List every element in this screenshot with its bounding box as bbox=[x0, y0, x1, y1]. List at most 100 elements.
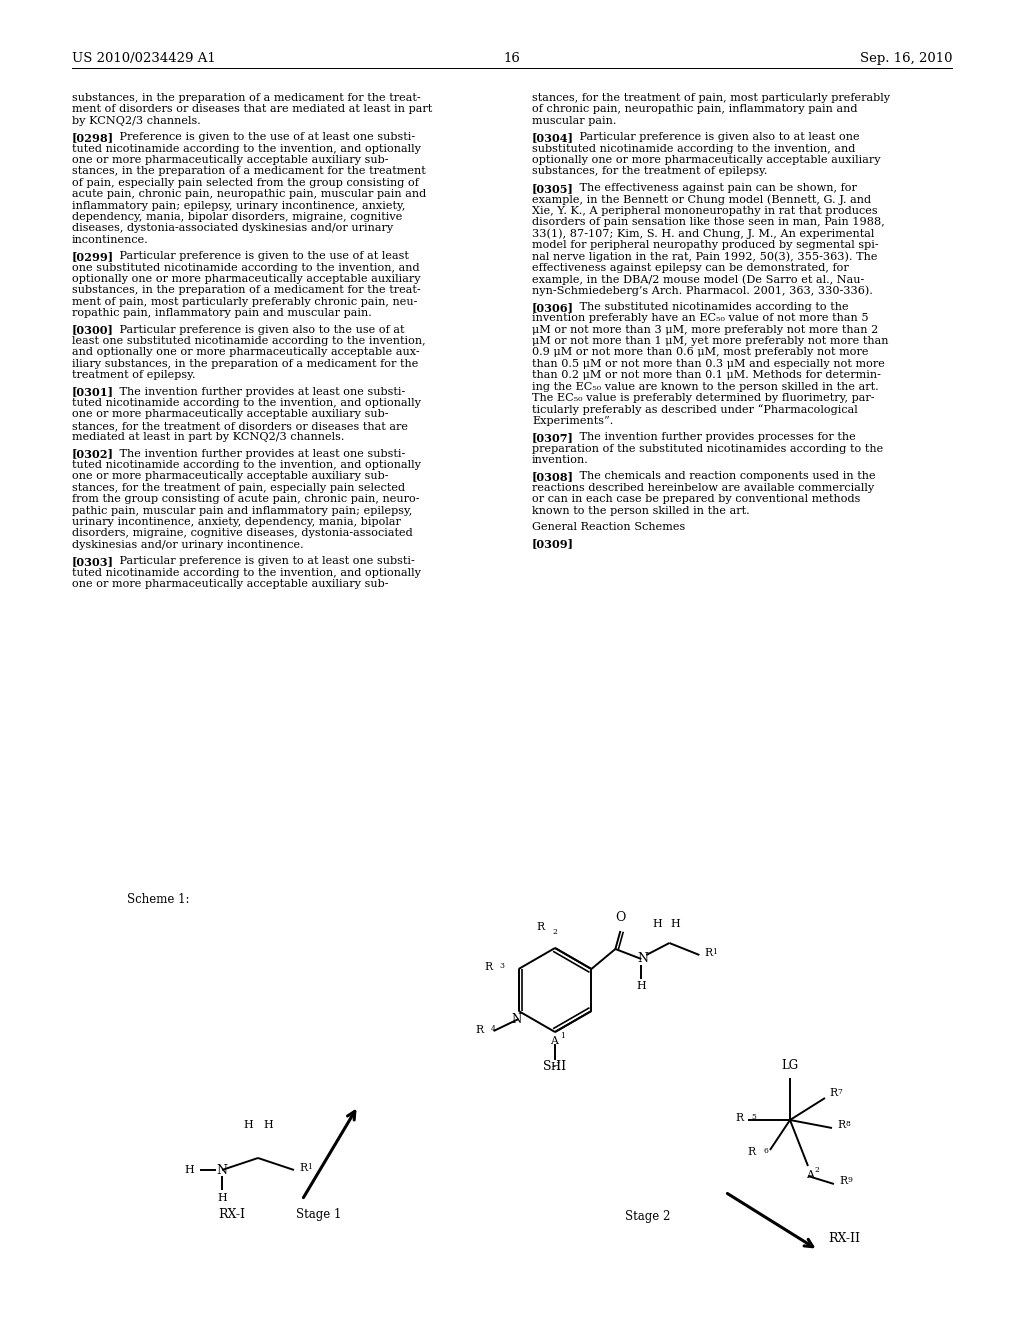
Text: US 2010/0234429 A1: US 2010/0234429 A1 bbox=[72, 51, 216, 65]
Text: 33(1), 87-107; Kim, S. H. and Chung, J. M., An experimental: 33(1), 87-107; Kim, S. H. and Chung, J. … bbox=[532, 228, 874, 239]
Text: Stage 1: Stage 1 bbox=[296, 1208, 341, 1221]
Text: from the group consisting of acute pain, chronic pain, neuro-: from the group consisting of acute pain,… bbox=[72, 494, 420, 504]
Text: [0309]: [0309] bbox=[532, 539, 574, 549]
Text: [0302]: [0302] bbox=[72, 449, 114, 459]
Text: one or more pharmaceutically acceptable auxiliary sub-: one or more pharmaceutically acceptable … bbox=[72, 579, 388, 589]
Text: stances, for the treatment of disorders or diseases that are: stances, for the treatment of disorders … bbox=[72, 421, 408, 430]
Text: preparation of the substituted nicotinamides according to the: preparation of the substituted nicotinam… bbox=[532, 444, 884, 454]
Text: substances, in the preparation of a medicament for the treat-: substances, in the preparation of a medi… bbox=[72, 92, 421, 103]
Text: mediated at least in part by KCNQ2/3 channels.: mediated at least in part by KCNQ2/3 cha… bbox=[72, 432, 344, 442]
Text: R: R bbox=[537, 921, 545, 932]
Text: tuted nicotinamide according to the invention, and optionally: tuted nicotinamide according to the inve… bbox=[72, 144, 421, 153]
Text: The chemicals and reaction components used in the: The chemicals and reaction components us… bbox=[565, 471, 876, 482]
Text: ment of disorders or diseases that are mediated at least in part: ment of disorders or diseases that are m… bbox=[72, 104, 432, 115]
Text: R: R bbox=[837, 1119, 845, 1130]
Text: invention preferably have an EC₅₀ value of not more than 5: invention preferably have an EC₅₀ value … bbox=[532, 313, 868, 323]
Text: Experiments”.: Experiments”. bbox=[532, 416, 613, 426]
Text: R: R bbox=[484, 962, 493, 972]
Text: H: H bbox=[652, 919, 663, 929]
Text: H: H bbox=[637, 981, 646, 991]
Text: nal nerve ligation in the rat, Pain 1992, 50(3), 355-363). The: nal nerve ligation in the rat, Pain 1992… bbox=[532, 251, 878, 261]
Text: H: H bbox=[184, 1166, 194, 1175]
Text: 16: 16 bbox=[504, 51, 520, 65]
Text: [0306]: [0306] bbox=[532, 302, 574, 313]
Text: R: R bbox=[839, 1176, 847, 1185]
Text: stances, for the treatment of pain, especially pain selected: stances, for the treatment of pain, espe… bbox=[72, 483, 406, 492]
Text: H: H bbox=[217, 1193, 227, 1203]
Text: 1: 1 bbox=[560, 1032, 565, 1040]
Text: reactions described hereinbelow are available commercially: reactions described hereinbelow are avai… bbox=[532, 483, 874, 492]
Text: [0300]: [0300] bbox=[72, 325, 114, 335]
Text: 8: 8 bbox=[845, 1119, 850, 1129]
Text: or can in each case be prepared by conventional methods: or can in each case be prepared by conve… bbox=[532, 494, 860, 504]
Text: 0.9 μM or not more than 0.6 μM, most preferably not more: 0.9 μM or not more than 0.6 μM, most pre… bbox=[532, 347, 868, 358]
Text: Preference is given to the use of at least one substi-: Preference is given to the use of at lea… bbox=[105, 132, 416, 143]
Text: optionally one or more pharmaceutically acceptable auxiliary: optionally one or more pharmaceutically … bbox=[532, 154, 881, 165]
Text: treatment of epilepsy.: treatment of epilepsy. bbox=[72, 370, 196, 380]
Text: of pain, especially pain selected from the group consisting of: of pain, especially pain selected from t… bbox=[72, 178, 419, 187]
Text: [0298]: [0298] bbox=[72, 132, 114, 143]
Text: R: R bbox=[475, 1026, 483, 1035]
Text: RX-I: RX-I bbox=[218, 1208, 245, 1221]
Text: optionally one or more pharmaceutically acceptable auxiliary: optionally one or more pharmaceutically … bbox=[72, 275, 421, 284]
Text: by KCNQ2/3 channels.: by KCNQ2/3 channels. bbox=[72, 116, 201, 125]
Text: stances, in the preparation of a medicament for the treatment: stances, in the preparation of a medicam… bbox=[72, 166, 426, 177]
Text: tuted nicotinamide according to the invention, and optionally: tuted nicotinamide according to the inve… bbox=[72, 568, 421, 578]
Text: The invention further provides processes for the: The invention further provides processes… bbox=[565, 432, 856, 442]
Text: Scheme 1:: Scheme 1: bbox=[127, 894, 189, 906]
Text: The invention further provides at least one substi-: The invention further provides at least … bbox=[105, 449, 406, 458]
Text: Particular preference is given also to at least one: Particular preference is given also to a… bbox=[565, 132, 860, 143]
Text: 6: 6 bbox=[763, 1147, 768, 1155]
Text: [0299]: [0299] bbox=[72, 251, 114, 263]
Text: than 0.5 μM or not more than 0.3 μM and especially not more: than 0.5 μM or not more than 0.3 μM and … bbox=[532, 359, 885, 368]
Text: dyskinesias and/or urinary incontinence.: dyskinesias and/or urinary incontinence. bbox=[72, 540, 304, 550]
Text: stances, for the treatment of pain, most particularly preferably: stances, for the treatment of pain, most… bbox=[532, 92, 890, 103]
Text: substances, for the treatment of epilepsy.: substances, for the treatment of epileps… bbox=[532, 166, 767, 177]
Text: one or more pharmaceutically acceptable auxiliary sub-: one or more pharmaceutically acceptable … bbox=[72, 471, 388, 482]
Text: 2: 2 bbox=[814, 1166, 819, 1173]
Text: urinary incontinence, anxiety, dependency, mania, bipolar: urinary incontinence, anxiety, dependenc… bbox=[72, 517, 400, 527]
Text: R: R bbox=[736, 1113, 744, 1123]
Text: Xie, Y. K., A peripheral mononeuropathy in rat that produces: Xie, Y. K., A peripheral mononeuropathy … bbox=[532, 206, 878, 215]
Text: dependency, mania, bipolar disorders, migraine, cognitive: dependency, mania, bipolar disorders, mi… bbox=[72, 213, 402, 222]
Text: H: H bbox=[550, 1063, 560, 1072]
Text: pathic pain, muscular pain and inflammatory pain; epilepsy,: pathic pain, muscular pain and inflammat… bbox=[72, 506, 413, 516]
Text: ing the EC₅₀ value are known to the person skilled in the art.: ing the EC₅₀ value are known to the pers… bbox=[532, 381, 879, 392]
Text: substances, in the preparation of a medicament for the treat-: substances, in the preparation of a medi… bbox=[72, 285, 421, 296]
Text: Particular preference is given also to the use of at: Particular preference is given also to t… bbox=[105, 325, 404, 334]
Text: R: R bbox=[299, 1163, 307, 1173]
Text: ticularly preferably as described under “Pharmacological: ticularly preferably as described under … bbox=[532, 404, 858, 416]
Text: Particular preference is given to at least one substi-: Particular preference is given to at lea… bbox=[105, 556, 415, 566]
Text: RX-II: RX-II bbox=[828, 1232, 860, 1245]
Text: N: N bbox=[637, 953, 648, 965]
Text: and optionally one or more pharmaceutically acceptable aux-: and optionally one or more pharmaceutica… bbox=[72, 347, 420, 358]
Text: R: R bbox=[748, 1147, 756, 1158]
Text: example, in the Bennett or Chung model (Bennett, G. J. and: example, in the Bennett or Chung model (… bbox=[532, 194, 871, 205]
Text: The substituted nicotinamides according to the: The substituted nicotinamides according … bbox=[565, 302, 849, 312]
Text: N: N bbox=[512, 1012, 522, 1026]
Text: R: R bbox=[705, 948, 713, 958]
Text: 4: 4 bbox=[490, 1026, 496, 1034]
Text: Stage 2: Stage 2 bbox=[625, 1210, 671, 1224]
Text: [0301]: [0301] bbox=[72, 387, 114, 397]
Text: than 0.2 μM or not more than 0.1 μM. Methods for determin-: than 0.2 μM or not more than 0.1 μM. Met… bbox=[532, 370, 881, 380]
Text: one or more pharmaceutically acceptable auxiliary sub-: one or more pharmaceutically acceptable … bbox=[72, 409, 388, 420]
Text: The effectiveness against pain can be shown, for: The effectiveness against pain can be sh… bbox=[565, 182, 857, 193]
Text: substituted nicotinamide according to the invention, and: substituted nicotinamide according to th… bbox=[532, 144, 855, 153]
Text: iliary substances, in the preparation of a medicament for the: iliary substances, in the preparation of… bbox=[72, 359, 419, 368]
Text: H: H bbox=[243, 1119, 253, 1130]
Text: O: O bbox=[615, 911, 626, 924]
Text: [0303]: [0303] bbox=[72, 556, 114, 568]
Text: incontinence.: incontinence. bbox=[72, 235, 148, 244]
Text: LG: LG bbox=[781, 1059, 799, 1072]
Text: invention.: invention. bbox=[532, 455, 589, 465]
Text: 5: 5 bbox=[751, 1113, 756, 1121]
Text: [0307]: [0307] bbox=[532, 432, 573, 444]
Text: model for peripheral neuropathy produced by segmental spi-: model for peripheral neuropathy produced… bbox=[532, 240, 879, 249]
Text: 9: 9 bbox=[847, 1176, 852, 1184]
Text: tuted nicotinamide according to the invention, and optionally: tuted nicotinamide according to the inve… bbox=[72, 459, 421, 470]
Text: acute pain, chronic pain, neuropathic pain, muscular pain and: acute pain, chronic pain, neuropathic pa… bbox=[72, 189, 426, 199]
Text: A: A bbox=[806, 1170, 814, 1180]
Text: one substituted nicotinamide according to the invention, and: one substituted nicotinamide according t… bbox=[72, 263, 420, 273]
Text: N: N bbox=[216, 1163, 227, 1176]
